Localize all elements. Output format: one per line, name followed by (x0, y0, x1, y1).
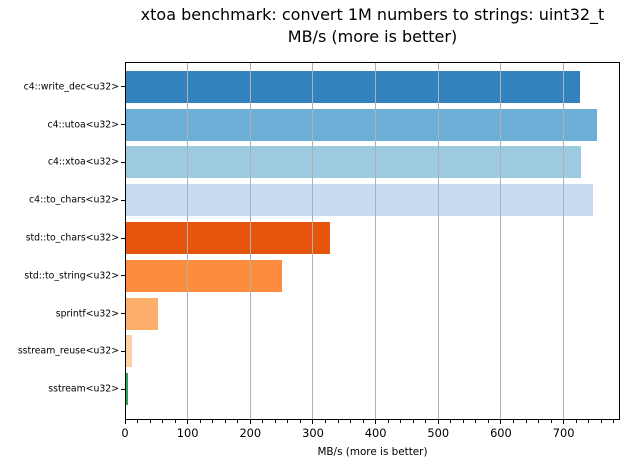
x-minor-tick (149, 420, 151, 423)
bar (125, 373, 129, 406)
x-minor-tick (162, 420, 164, 423)
y-tick-label: sstream_reuse<u32> (17, 345, 119, 357)
x-tick-label: 300 (302, 426, 324, 440)
y-tick (120, 350, 125, 352)
x-major-tick (249, 420, 251, 424)
x-major-tick (124, 420, 126, 424)
x-major-tick (312, 420, 314, 424)
x-tick-label: 0 (121, 426, 129, 440)
y-tick (120, 313, 125, 315)
y-tick (120, 86, 125, 88)
y-tick-label: c4::xtoa<u32> (47, 156, 119, 168)
plot-area (125, 62, 620, 420)
x-major-tick (563, 420, 565, 424)
chart-title: xtoa benchmark: convert 1M numbers to st… (125, 4, 620, 47)
y-tick-label: std::to_string<u32> (24, 270, 119, 282)
y-tick-label: c4::utoa<u32> (47, 119, 119, 131)
x-tick-label: 200 (239, 426, 262, 440)
chart-title-line-2: MB/s (more is better) (287, 26, 458, 46)
x-tick-label: 600 (490, 426, 512, 440)
x-major-tick (187, 420, 189, 424)
y-tick-label: c4::to_chars<u32> (29, 194, 119, 206)
x-minor-tick (550, 420, 552, 423)
x-minor-tick (462, 420, 464, 423)
y-tick-label: sstream<u32> (48, 383, 119, 395)
x-minor-tick (475, 420, 477, 423)
x-minor-tick (450, 420, 452, 423)
x-minor-tick (512, 420, 514, 423)
bar (125, 259, 282, 292)
x-major-tick (500, 420, 502, 424)
y-tick-label: std::to_chars<u32> (25, 232, 119, 244)
x-tick-label: 500 (427, 426, 450, 440)
bar (125, 335, 132, 368)
x-tick-label: 400 (364, 426, 387, 440)
y-tick (120, 124, 125, 126)
bars-layer (125, 68, 620, 408)
x-minor-tick (588, 420, 590, 423)
x-minor-tick (400, 420, 402, 423)
y-tick (120, 275, 125, 277)
x-major-tick (375, 420, 377, 424)
x-major-tick (437, 420, 439, 424)
x-minor-tick (525, 420, 527, 423)
y-tick-label: c4::write_dec<u32> (23, 81, 119, 93)
x-minor-tick (600, 420, 602, 423)
x-minor-tick (337, 420, 339, 423)
chart-title-line-1: xtoa benchmark: convert 1M numbers to st… (140, 5, 605, 24)
bar (125, 70, 580, 103)
x-minor-tick (387, 420, 389, 423)
bar (125, 146, 581, 179)
x-tick-label: 100 (176, 426, 199, 440)
x-minor-tick (350, 420, 352, 423)
y-tick (120, 388, 125, 390)
x-minor-tick (237, 420, 239, 423)
bar (125, 108, 597, 141)
x-minor-tick (287, 420, 289, 423)
x-minor-tick (412, 420, 414, 423)
x-minor-tick (174, 420, 176, 423)
x-minor-tick (613, 420, 615, 423)
y-tick (120, 237, 125, 239)
bar (125, 222, 330, 254)
x-minor-tick (199, 420, 201, 423)
x-axis-label: MB/s (more is better) (317, 446, 428, 458)
x-minor-tick (425, 420, 427, 423)
y-tick (120, 199, 125, 201)
x-minor-tick (362, 420, 364, 423)
x-minor-tick (274, 420, 276, 423)
x-minor-tick (575, 420, 577, 423)
y-tick-label: sprintf<u32> (55, 308, 119, 320)
x-minor-tick (137, 420, 139, 423)
x-minor-tick (299, 420, 301, 423)
x-minor-tick (224, 420, 226, 423)
x-minor-tick (487, 420, 489, 423)
x-tick-label: 700 (552, 426, 575, 440)
bar (125, 184, 594, 217)
x-minor-tick (262, 420, 264, 423)
x-minor-tick (538, 420, 540, 423)
bar (125, 297, 158, 330)
x-minor-tick (325, 420, 326, 423)
x-minor-tick (212, 420, 214, 423)
y-tick (120, 161, 125, 163)
